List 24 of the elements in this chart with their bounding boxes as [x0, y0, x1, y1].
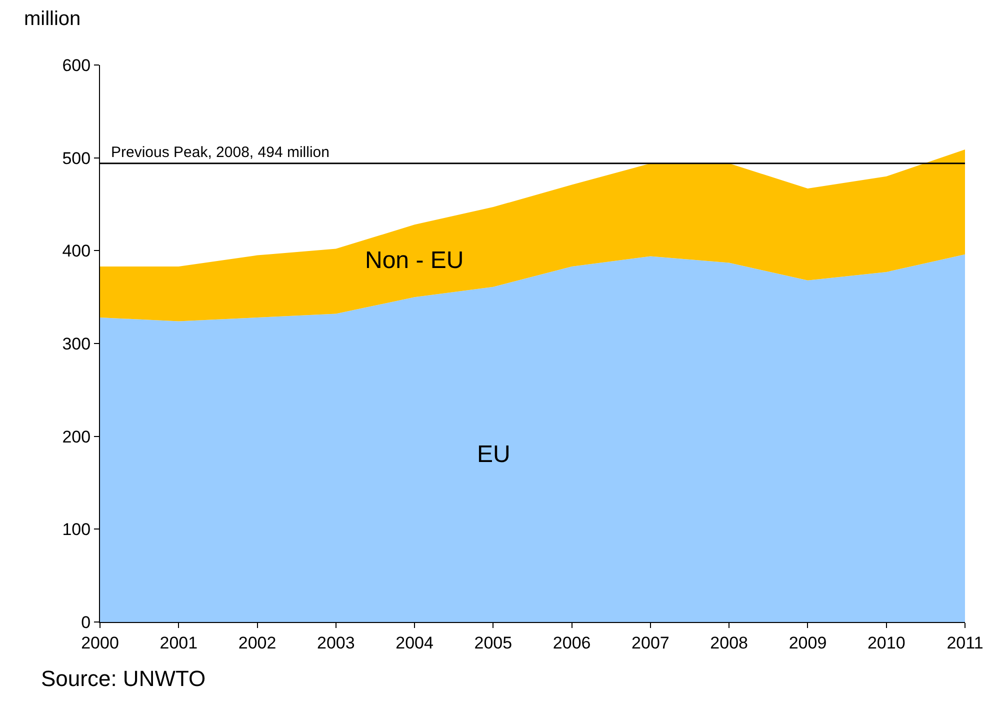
- series-label: EU: [477, 441, 510, 468]
- x-tick-label: 2007: [632, 633, 670, 652]
- y-tick-label: 300: [62, 334, 91, 354]
- x-tick-label: 2004: [396, 633, 434, 652]
- source-note: Source: UNWTO: [41, 666, 206, 691]
- x-tick-label: 2006: [552, 633, 591, 652]
- x-tick-label: 2000: [81, 633, 119, 652]
- x-tick-label: 2003: [316, 633, 355, 652]
- y-axis-title: million: [24, 8, 81, 30]
- y-tick-label: 200: [62, 427, 91, 446]
- y-tick-label: 600: [62, 56, 91, 75]
- x-tick-label: 2010: [867, 633, 906, 652]
- y-tick-label: 0: [81, 612, 91, 632]
- x-tick-label: 2009: [788, 633, 827, 652]
- y-tick-label: 100: [62, 520, 91, 540]
- ref-line-label: Previous Peak, 2008, 494 million: [111, 144, 330, 161]
- x-tick-label: 2008: [710, 633, 748, 652]
- y-tick-label: 400: [62, 242, 91, 261]
- x-tick-label: 2005: [474, 633, 512, 652]
- x-tick-label: 2002: [238, 633, 276, 652]
- x-tick-label: 2011: [946, 633, 984, 652]
- series-label: Non - EU: [365, 247, 464, 274]
- y-tick-label: 500: [62, 148, 91, 168]
- x-tick-label: 2001: [160, 633, 198, 652]
